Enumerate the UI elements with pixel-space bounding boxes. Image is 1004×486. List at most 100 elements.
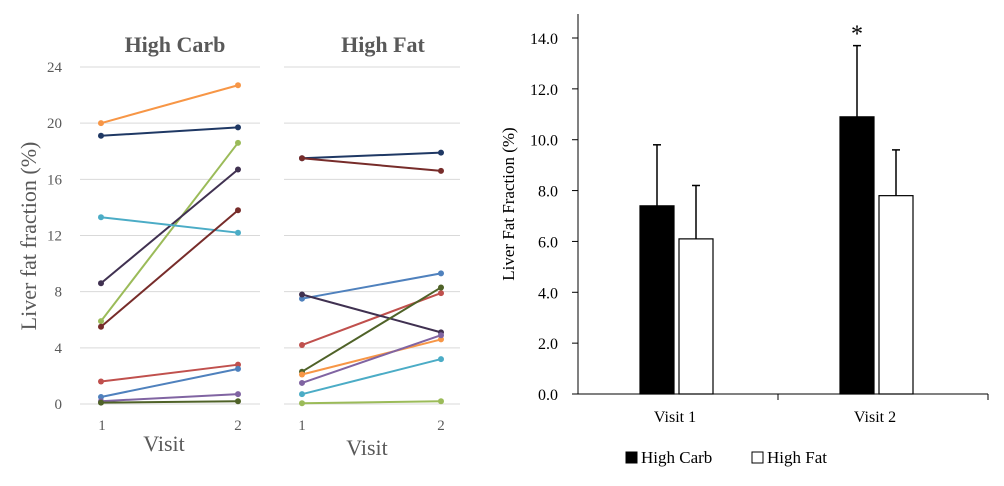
high-fat-series-line-9 bbox=[301, 358, 442, 396]
high-carb-point-6-visit-1 bbox=[98, 323, 104, 330]
high-carb-series-line-3 bbox=[100, 142, 239, 322]
high-carb-point-5-visit-1 bbox=[98, 214, 104, 221]
high-fat-series-line-3 bbox=[301, 272, 442, 300]
high-fat-point-8-visit-1 bbox=[299, 379, 305, 386]
high-carb-point-8-visit-2 bbox=[235, 365, 241, 372]
high-carb-point-1-visit-2 bbox=[235, 82, 241, 89]
significance-asterisk: * bbox=[851, 22, 863, 48]
high-carb-y-tick-24: 24 bbox=[47, 60, 63, 76]
high-fat-point-2-visit-1 bbox=[299, 155, 305, 162]
high-carb-series-line-4 bbox=[100, 168, 239, 285]
high-carb-point-6-visit-2 bbox=[235, 207, 241, 214]
high-carb-gridlines bbox=[80, 66, 260, 405]
high-carb-point-4-visit-2 bbox=[235, 166, 241, 173]
bar-y-tick-10.0: 10.0 bbox=[530, 133, 558, 150]
legend-swatch-high-fat bbox=[751, 451, 764, 464]
legend-label-high-carb: High Carb bbox=[641, 448, 712, 467]
high-carb-point-10-visit-2 bbox=[235, 398, 241, 405]
bar-high-carb-visit-1 bbox=[639, 205, 675, 395]
high-fat-point-1-visit-2 bbox=[438, 149, 444, 156]
high-carb-x-tick-1: 1 bbox=[98, 418, 106, 434]
bar-y-ticks: 0.0 2.0 4.0 6.0 8.0 10.0 12.0 14.0 bbox=[530, 31, 989, 404]
high-carb-point-3-visit-1 bbox=[98, 318, 104, 325]
high-fat-x-tick-1: 1 bbox=[298, 418, 306, 434]
legend-swatch-high-carb bbox=[625, 451, 638, 464]
high-carb-point-5-visit-2 bbox=[235, 229, 241, 236]
high-fat-panel: High Fat 1 2 Visit bbox=[284, 32, 460, 460]
high-carb-y-tick-labels: 0 4 8 12 16 20 24 bbox=[47, 60, 63, 413]
bar-high-fat-visit-2 bbox=[878, 195, 914, 395]
high-fat-x-axis-title: Visit bbox=[346, 435, 387, 460]
high-carb-y-tick-8: 8 bbox=[55, 285, 63, 301]
high-fat-x-tick-2: 2 bbox=[437, 418, 445, 434]
bar-marks bbox=[639, 44, 914, 395]
high-fat-point-3-visit-2 bbox=[438, 270, 444, 277]
high-carb-point-2-visit-2 bbox=[235, 124, 241, 131]
high-fat-point-5-visit-1 bbox=[299, 291, 305, 298]
high-carb-series-line-7 bbox=[100, 363, 239, 383]
high-fat-point-8-visit-2 bbox=[438, 332, 444, 339]
bar-y-tick-4.0: 4.0 bbox=[538, 285, 558, 302]
bar-y-tick-6.0: 6.0 bbox=[538, 234, 558, 251]
high-carb-point-7-visit-2 bbox=[235, 361, 241, 368]
high-carb-panel: High Carb 0 4 8 12 16 20 24 1 2 Visit Liver fa… bbox=[16, 32, 260, 456]
high-carb-y-axis-title: Liver fat fraction (%) bbox=[16, 142, 41, 331]
high-carb-point-9-visit-2 bbox=[235, 391, 241, 398]
bar-chart-panel: 0.0 2.0 4.0 6.0 8.0 10.0 12.0 14.0 Visit 1 Visi… bbox=[499, 14, 989, 467]
high-carb-series-line-1 bbox=[100, 84, 239, 125]
high-fat-point-7-visit-1 bbox=[299, 371, 305, 378]
high-fat-series-line-5 bbox=[301, 293, 442, 334]
high-carb-series-line-10 bbox=[100, 400, 239, 404]
high-fat-point-2-visit-2 bbox=[438, 167, 444, 174]
bar-y-axis-title: Liver Fat Fraction (%) bbox=[499, 127, 518, 280]
high-carb-point-7-visit-1 bbox=[98, 378, 104, 385]
high-carb-point-10-visit-1 bbox=[98, 399, 104, 406]
high-carb-title: High Carb bbox=[125, 32, 226, 57]
high-carb-series-line-2 bbox=[100, 126, 239, 137]
high-carb-series-lines bbox=[98, 82, 241, 406]
high-carb-point-2-visit-1 bbox=[98, 132, 104, 139]
high-carb-y-tick-20: 20 bbox=[47, 116, 62, 132]
high-fat-series-line-6 bbox=[301, 286, 442, 373]
high-fat-point-3-visit-1 bbox=[299, 295, 305, 302]
high-carb-point-8-visit-1 bbox=[98, 393, 104, 400]
high-fat-point-7-visit-2 bbox=[438, 336, 444, 343]
high-fat-series-line-7 bbox=[301, 338, 442, 376]
bar-x-tick-visit-1: Visit 1 bbox=[654, 409, 696, 426]
high-carb-point-1-visit-1 bbox=[98, 120, 104, 127]
bar-y-tick-2.0: 2.0 bbox=[538, 336, 558, 353]
bar-y-tick-0.0: 0.0 bbox=[538, 387, 558, 404]
high-fat-series-line-8 bbox=[301, 334, 442, 384]
high-fat-point-9-visit-1 bbox=[299, 391, 305, 398]
high-carb-series-line-9 bbox=[100, 393, 239, 403]
high-fat-point-6-visit-2 bbox=[438, 284, 444, 291]
high-carb-point-3-visit-2 bbox=[235, 139, 241, 146]
high-fat-point-4-visit-1 bbox=[299, 342, 305, 349]
high-carb-y-tick-12: 12 bbox=[47, 229, 62, 245]
high-carb-y-tick-4: 4 bbox=[55, 341, 63, 357]
bar-legend: High Carb High Fat bbox=[625, 448, 827, 467]
bar-x-tick-visit-2: Visit 2 bbox=[854, 409, 896, 426]
high-carb-series-line-6 bbox=[100, 209, 239, 328]
high-carb-y-tick-0: 0 bbox=[55, 397, 63, 413]
high-fat-point-4-visit-2 bbox=[438, 290, 444, 297]
high-carb-series-line-8 bbox=[100, 367, 239, 398]
high-carb-x-axis-title: Visit bbox=[143, 431, 184, 456]
bar-high-fat-visit-1 bbox=[678, 238, 714, 395]
high-fat-series-line-2 bbox=[301, 157, 442, 172]
bar-y-tick-14.0: 14.0 bbox=[530, 31, 558, 48]
high-fat-gridlines bbox=[284, 66, 460, 405]
high-fat-point-9-visit-2 bbox=[438, 356, 444, 363]
bar-y-tick-12.0: 12.0 bbox=[530, 82, 558, 99]
high-fat-series-line-10 bbox=[301, 400, 442, 405]
high-fat-point-10-visit-1 bbox=[299, 400, 305, 407]
high-fat-series-line-1 bbox=[301, 151, 442, 160]
high-carb-x-tick-2: 2 bbox=[234, 418, 242, 434]
high-fat-title: High Fat bbox=[341, 32, 425, 57]
bar-high-carb-visit-2 bbox=[839, 116, 875, 395]
high-carb-y-tick-16: 16 bbox=[47, 172, 63, 188]
high-carb-point-4-visit-1 bbox=[98, 280, 104, 287]
high-fat-point-10-visit-2 bbox=[438, 398, 444, 405]
legend-label-high-fat: High Fat bbox=[767, 448, 827, 467]
